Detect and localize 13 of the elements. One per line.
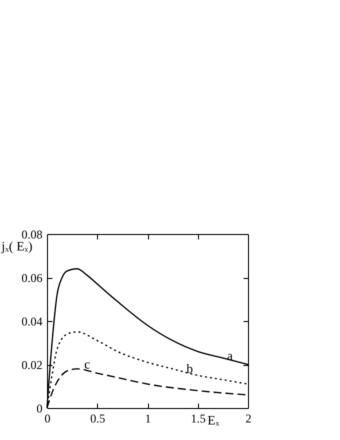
x-tick-label: 1 <box>145 412 151 426</box>
x-tick-label: 1.5 <box>190 412 206 426</box>
annotation: c <box>84 356 90 372</box>
y-tick-label: 0.06 <box>22 271 42 285</box>
y-tick-label: 0.04 <box>22 314 42 328</box>
annotation: b <box>186 360 193 376</box>
y-axis-title: jₓ( Eₓ) <box>0 238 33 254</box>
y-tick-label: 0 <box>36 402 42 416</box>
y-tick-label: 0.02 <box>22 358 42 372</box>
x-tick-label: 0.5 <box>90 412 106 426</box>
x-tick-label: 2 <box>246 412 252 426</box>
y-tick-label: 0.08 <box>22 228 42 242</box>
x-axis-title: Eₓ <box>208 412 220 428</box>
